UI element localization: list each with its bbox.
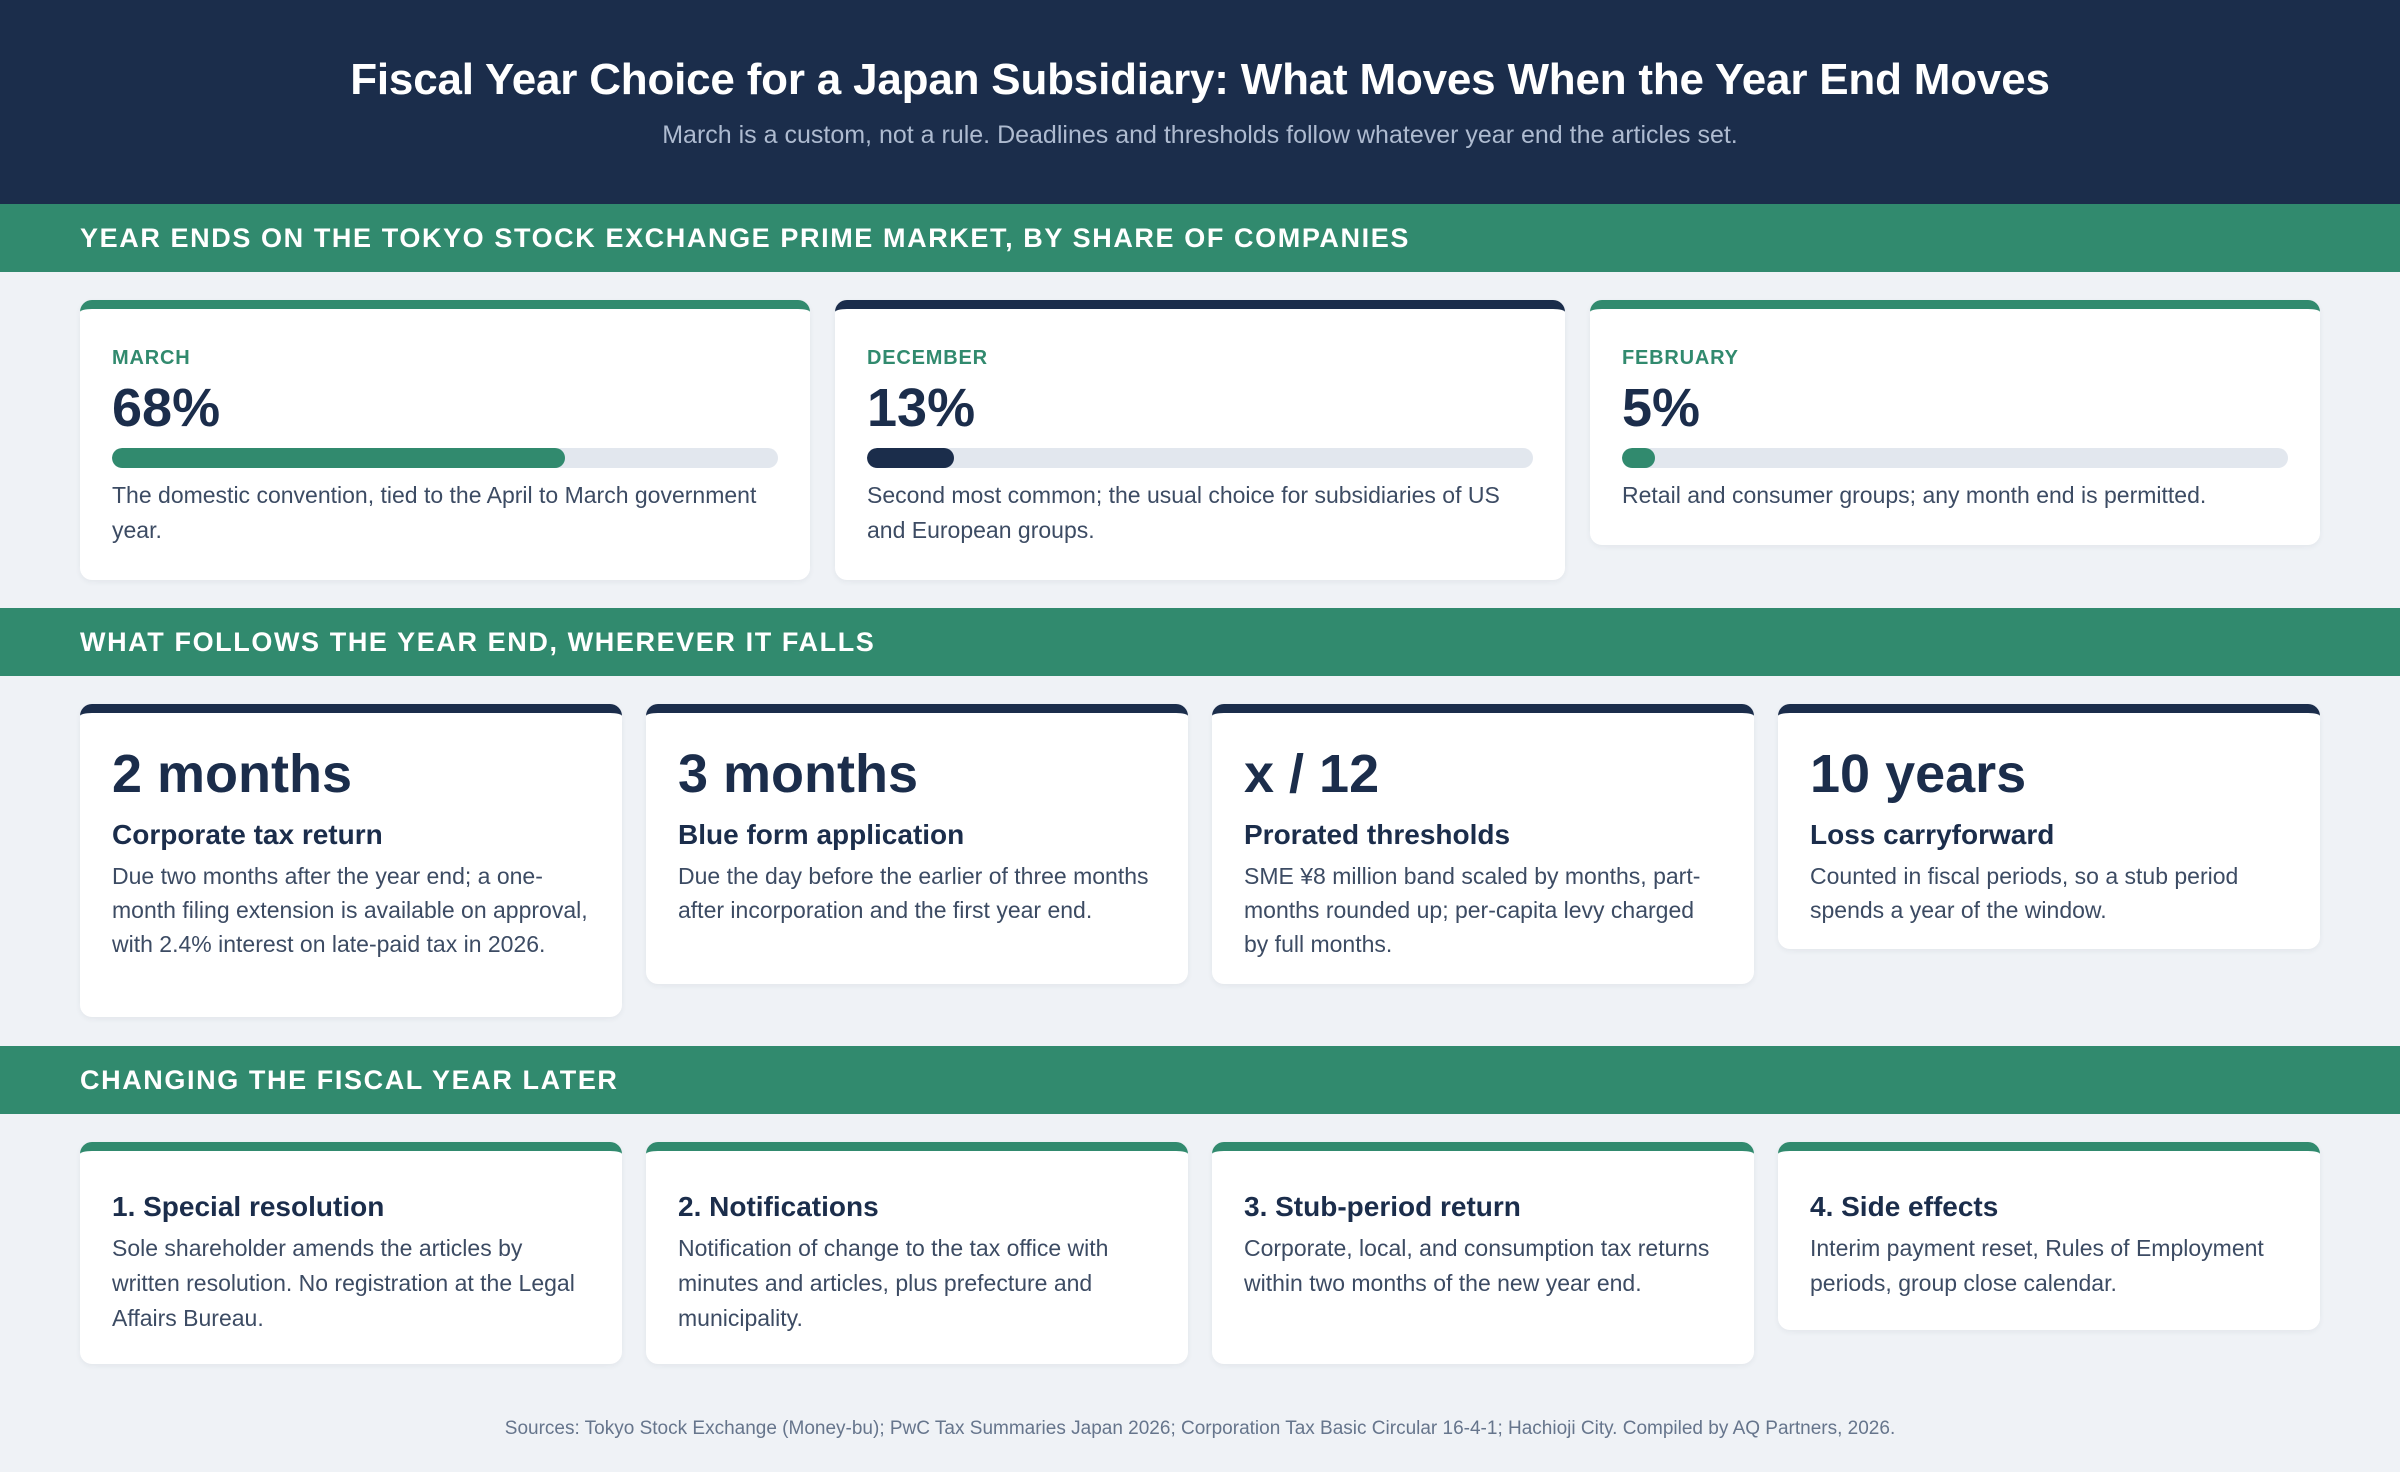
share-description: The domestic convention, tied to the Apr… — [112, 482, 757, 543]
fact-description: Due the day before the earlier of three … — [678, 863, 1149, 923]
step-title: 3. Stub-period return — [1244, 1191, 1521, 1222]
share-percent: 68% — [112, 378, 221, 438]
page-title: Fiscal Year Choice for a Japan Subsidiar… — [350, 55, 2050, 104]
fact-title: Blue form application — [678, 819, 965, 850]
step-title: 2. Notifications — [678, 1191, 879, 1222]
fact-card-blue-form: 3 months Blue form application Due the d… — [646, 704, 1188, 984]
fact-description: Due two months after the year end; a one… — [112, 863, 588, 957]
share-bar-track — [112, 448, 778, 468]
step-title: 1. Special resolution — [112, 1191, 385, 1222]
share-bar-track — [1622, 448, 2288, 468]
share-card-february: FEBRUARY 5% Retail and consumer groups; … — [1590, 300, 2320, 545]
step-description: Corporate, local, and consumption tax re… — [1244, 1235, 1710, 1296]
section-header-follows: WHAT FOLLOWS THE YEAR END, WHEREVER IT F… — [0, 608, 2400, 676]
fact-figure: 2 months — [112, 744, 353, 804]
share-label: MARCH — [112, 347, 191, 369]
share-bar-fill — [867, 448, 954, 468]
fact-figure: x / 12 — [1244, 744, 1380, 804]
step-card-special-resolution: 1. Special resolution Sole shareholder a… — [80, 1142, 622, 1364]
fact-title: Corporate tax return — [112, 819, 383, 850]
step-description: Interim payment reset, Rules of Employme… — [1810, 1235, 2264, 1296]
fact-card-prorated: x / 12 Prorated thresholds SME ¥8 millio… — [1212, 704, 1754, 984]
section-header-changing: CHANGING THE FISCAL YEAR LATER — [0, 1046, 2400, 1114]
fact-figure: 10 years — [1810, 744, 2027, 804]
sources-footnote: Sources: Tokyo Stock Exchange (Money-bu)… — [504, 1418, 1896, 1439]
fact-title: Prorated thresholds — [1244, 819, 1511, 850]
step-description: Sole shareholder amends the articles by … — [112, 1235, 575, 1331]
page-subtitle: March is a custom, not a rule. Deadlines… — [662, 121, 1738, 149]
share-bar-track — [867, 448, 1533, 468]
share-bar-fill — [1622, 448, 1656, 468]
share-card-march: MARCH 68% The domestic convention, tied … — [80, 300, 810, 580]
page-header: Fiscal Year Choice for a Japan Subsidiar… — [0, 0, 2400, 204]
fact-figure: 3 months — [678, 744, 919, 804]
share-percent: 5% — [1622, 378, 1701, 438]
share-label: DECEMBER — [867, 347, 988, 369]
step-card-notifications: 2. Notifications Notification of change … — [646, 1142, 1188, 1364]
step-card-side-effects: 4. Side effects Interim payment reset, R… — [1778, 1142, 2320, 1330]
fact-card-loss-carryforward: 10 years Loss carryforward Counted in fi… — [1778, 704, 2320, 949]
step-card-stub-period: 3. Stub-period return Corporate, local, … — [1212, 1142, 1754, 1364]
share-description: Retail and consumer groups; any month en… — [1622, 482, 2207, 508]
fact-description: Counted in fiscal periods, so a stub per… — [1810, 863, 2239, 923]
fact-card-tax-return: 2 months Corporate tax return Due two mo… — [80, 704, 622, 1017]
fact-description: SME ¥8 million band scaled by months, pa… — [1244, 863, 1701, 957]
share-label: FEBRUARY — [1622, 347, 1739, 369]
step-description: Notification of change to the tax office… — [678, 1235, 1109, 1331]
section-header-shares: YEAR ENDS ON THE TOKYO STOCK EXCHANGE PR… — [0, 204, 2400, 272]
share-card-december: DECEMBER 13% Second most common; the usu… — [835, 300, 1565, 580]
share-percent: 13% — [867, 378, 976, 438]
step-title: 4. Side effects — [1810, 1191, 1999, 1222]
fact-title: Loss carryforward — [1810, 819, 2055, 850]
share-description: Second most common; the usual choice for… — [867, 482, 1500, 543]
share-bar-fill — [112, 448, 565, 468]
